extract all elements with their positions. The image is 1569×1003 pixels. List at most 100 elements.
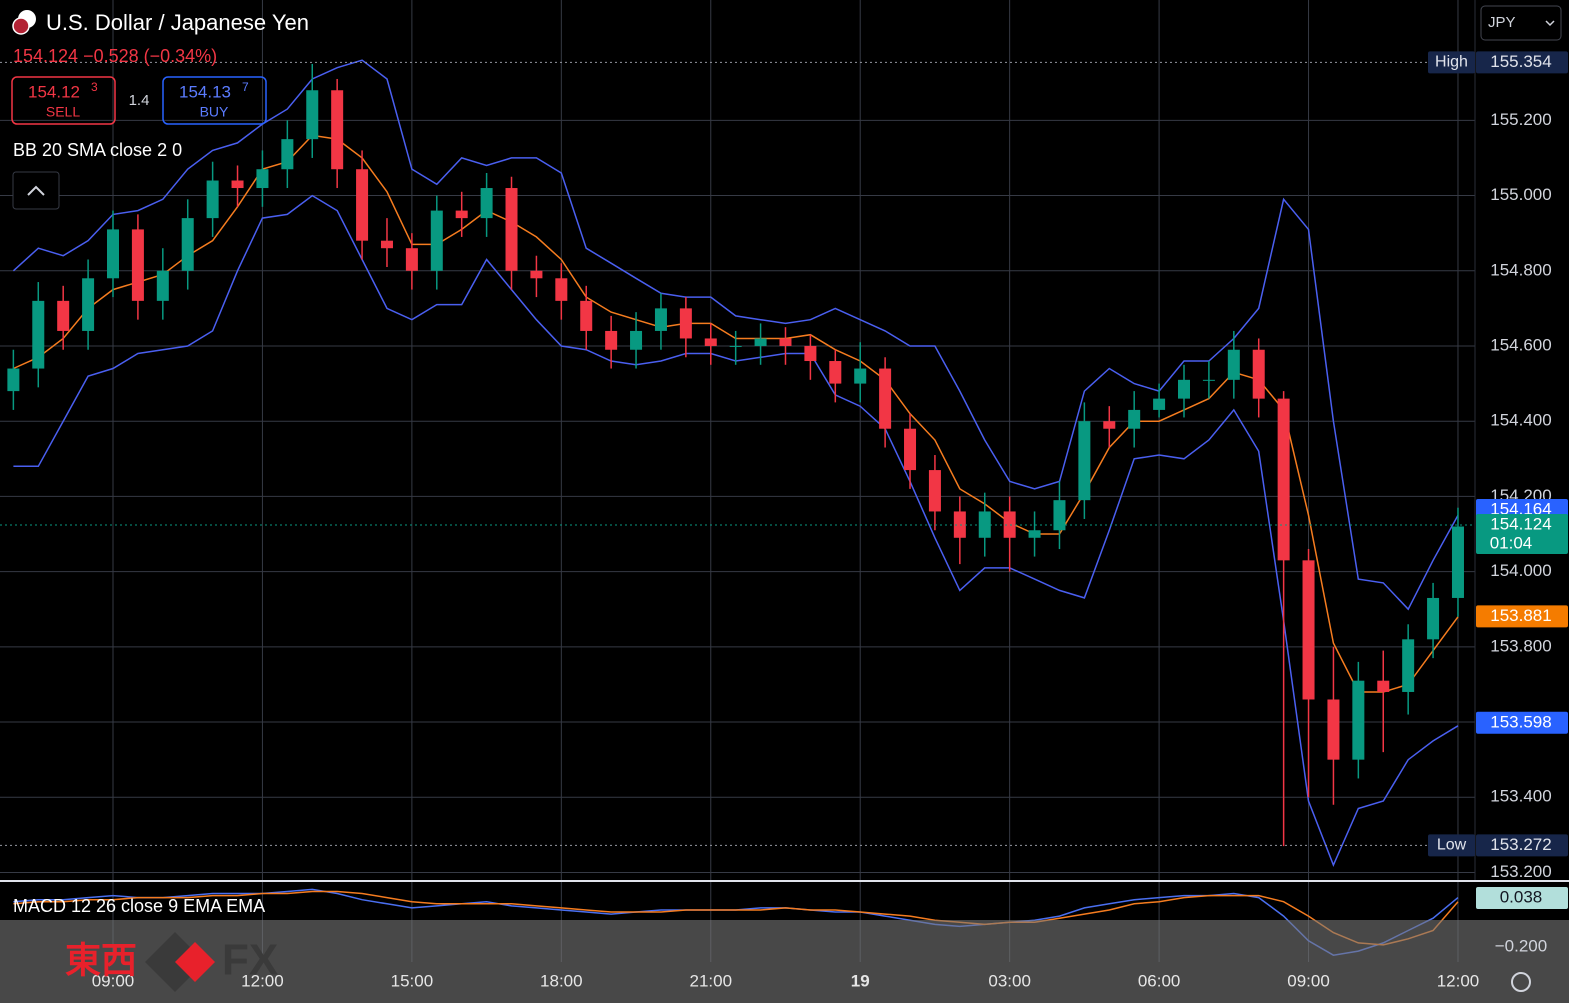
candle-body <box>181 218 194 271</box>
candle-body <box>754 338 767 346</box>
price-badge <box>1476 605 1568 628</box>
candle-body <box>430 210 443 271</box>
y-tick-label: 154.800 <box>1490 260 1551 279</box>
price-axis <box>1476 0 1569 880</box>
x-tick-label: 19 <box>851 971 870 990</box>
candle-body <box>1252 349 1265 399</box>
x-tick-label: 21:00 <box>689 971 732 990</box>
settings-button <box>1511 972 1531 992</box>
price-badge-value: 154.164 <box>1490 499 1551 518</box>
candle-body <box>1451 526 1464 598</box>
y-tick-label: 154.000 <box>1490 561 1551 580</box>
candle-body <box>1302 560 1315 700</box>
candle-body <box>630 330 643 350</box>
price-badge <box>1476 834 1568 857</box>
bollinger-band <box>12 59 1459 611</box>
candle-body <box>505 188 518 271</box>
macd-line <box>13 890 1459 946</box>
collapse-icon <box>27 185 45 196</box>
price-badge-value: 153.272 <box>1490 835 1551 854</box>
candle-body <box>7 368 20 392</box>
y-tick-label: 155.200 <box>1490 110 1551 129</box>
x-tick-label: 03:00 <box>988 971 1031 990</box>
x-tick-label: 12:00 <box>241 971 284 990</box>
price-badge-tag-label: Low <box>1437 837 1467 854</box>
price-badge-countdown: 01:04 <box>1490 533 1533 552</box>
watermark-diamond <box>175 942 215 982</box>
candle-body <box>57 300 70 331</box>
candle-body <box>555 278 568 301</box>
y-tick-label: 153.400 <box>1490 787 1551 806</box>
x-tick-label: 15:00 <box>391 971 434 990</box>
candle-body <box>953 511 966 538</box>
candle-body <box>32 300 45 369</box>
x-tick-label: 12:00 <box>1437 971 1480 990</box>
price-badge-value: 153.881 <box>1490 606 1551 625</box>
candle-body <box>206 180 219 219</box>
currency-chevron <box>1545 20 1555 27</box>
x-tick-label: 09:00 <box>1287 971 1330 990</box>
sell-price: 154.12 <box>28 82 80 101</box>
candle-body <box>530 270 543 279</box>
candle-body <box>1377 680 1390 692</box>
collapse-button[interactable] <box>12 171 60 210</box>
quote-change: 154.124 −0.528 (−0.34%) <box>13 46 217 66</box>
currency-menu[interactable] <box>1480 5 1562 41</box>
candle-body <box>580 300 593 331</box>
header-layer: U.S. Dollar / Japanese Yen 154.124 −0.52… <box>11 5 1562 210</box>
candle-body <box>356 169 369 241</box>
candle-body <box>82 278 95 331</box>
price-badge <box>1476 51 1568 74</box>
y-tick-label: 154.600 <box>1490 335 1551 354</box>
watermark-left: 東西 <box>65 940 137 981</box>
y-tick-label: −0.200 <box>1495 936 1547 955</box>
sell-label: SELL <box>46 104 80 120</box>
x-tick-label: 06:00 <box>1138 971 1181 990</box>
candle-body <box>1078 421 1091 501</box>
buy-button[interactable] <box>162 76 267 125</box>
candle-body <box>455 210 468 219</box>
candle-body <box>854 368 867 384</box>
price-badge <box>1476 513 1568 554</box>
candle-body <box>654 308 667 331</box>
candle-body <box>605 330 618 350</box>
sell-pipette: 3 <box>91 80 98 94</box>
candle-body <box>804 345 817 362</box>
candle-body <box>679 308 692 339</box>
y-tick-label: 154.400 <box>1490 411 1551 430</box>
candle-body <box>1153 398 1166 410</box>
symbol-title: U.S. Dollar / Japanese Yen <box>46 10 309 35</box>
candle-body <box>231 180 244 189</box>
candle-body <box>156 270 169 301</box>
price-badge-tag-label: High <box>1435 54 1468 71</box>
candle-body <box>1402 639 1415 692</box>
watermark-right: FX <box>222 936 278 985</box>
indicator-legend: BB 20 SMA close 2 0 <box>13 140 182 160</box>
currency-label: JPY <box>1488 14 1516 31</box>
candle-body <box>107 229 119 279</box>
candle-body <box>1003 511 1016 538</box>
symbol-flag <box>12 17 30 35</box>
buy-pipette: 7 <box>242 80 249 94</box>
candle-body <box>928 470 941 512</box>
candle-body <box>1427 597 1440 640</box>
candle-body <box>1227 349 1240 380</box>
candle-body <box>1128 409 1141 429</box>
candle-body <box>380 240 393 249</box>
x-tick-label: 09:00 <box>92 971 135 990</box>
candle-body <box>331 90 344 170</box>
bottom-overlay <box>0 920 1569 1003</box>
y-tick-label: 153.800 <box>1490 636 1551 655</box>
price-badge-tag <box>1428 834 1475 857</box>
candle-body <box>879 368 892 429</box>
candle-body <box>306 90 319 140</box>
x-tick-label: 18:00 <box>540 971 583 990</box>
price-badge-value: 153.598 <box>1490 712 1551 731</box>
buy-label: BUY <box>200 104 229 120</box>
candle-body <box>281 139 294 170</box>
candle-body <box>405 248 418 271</box>
sell-button[interactable] <box>11 76 116 125</box>
